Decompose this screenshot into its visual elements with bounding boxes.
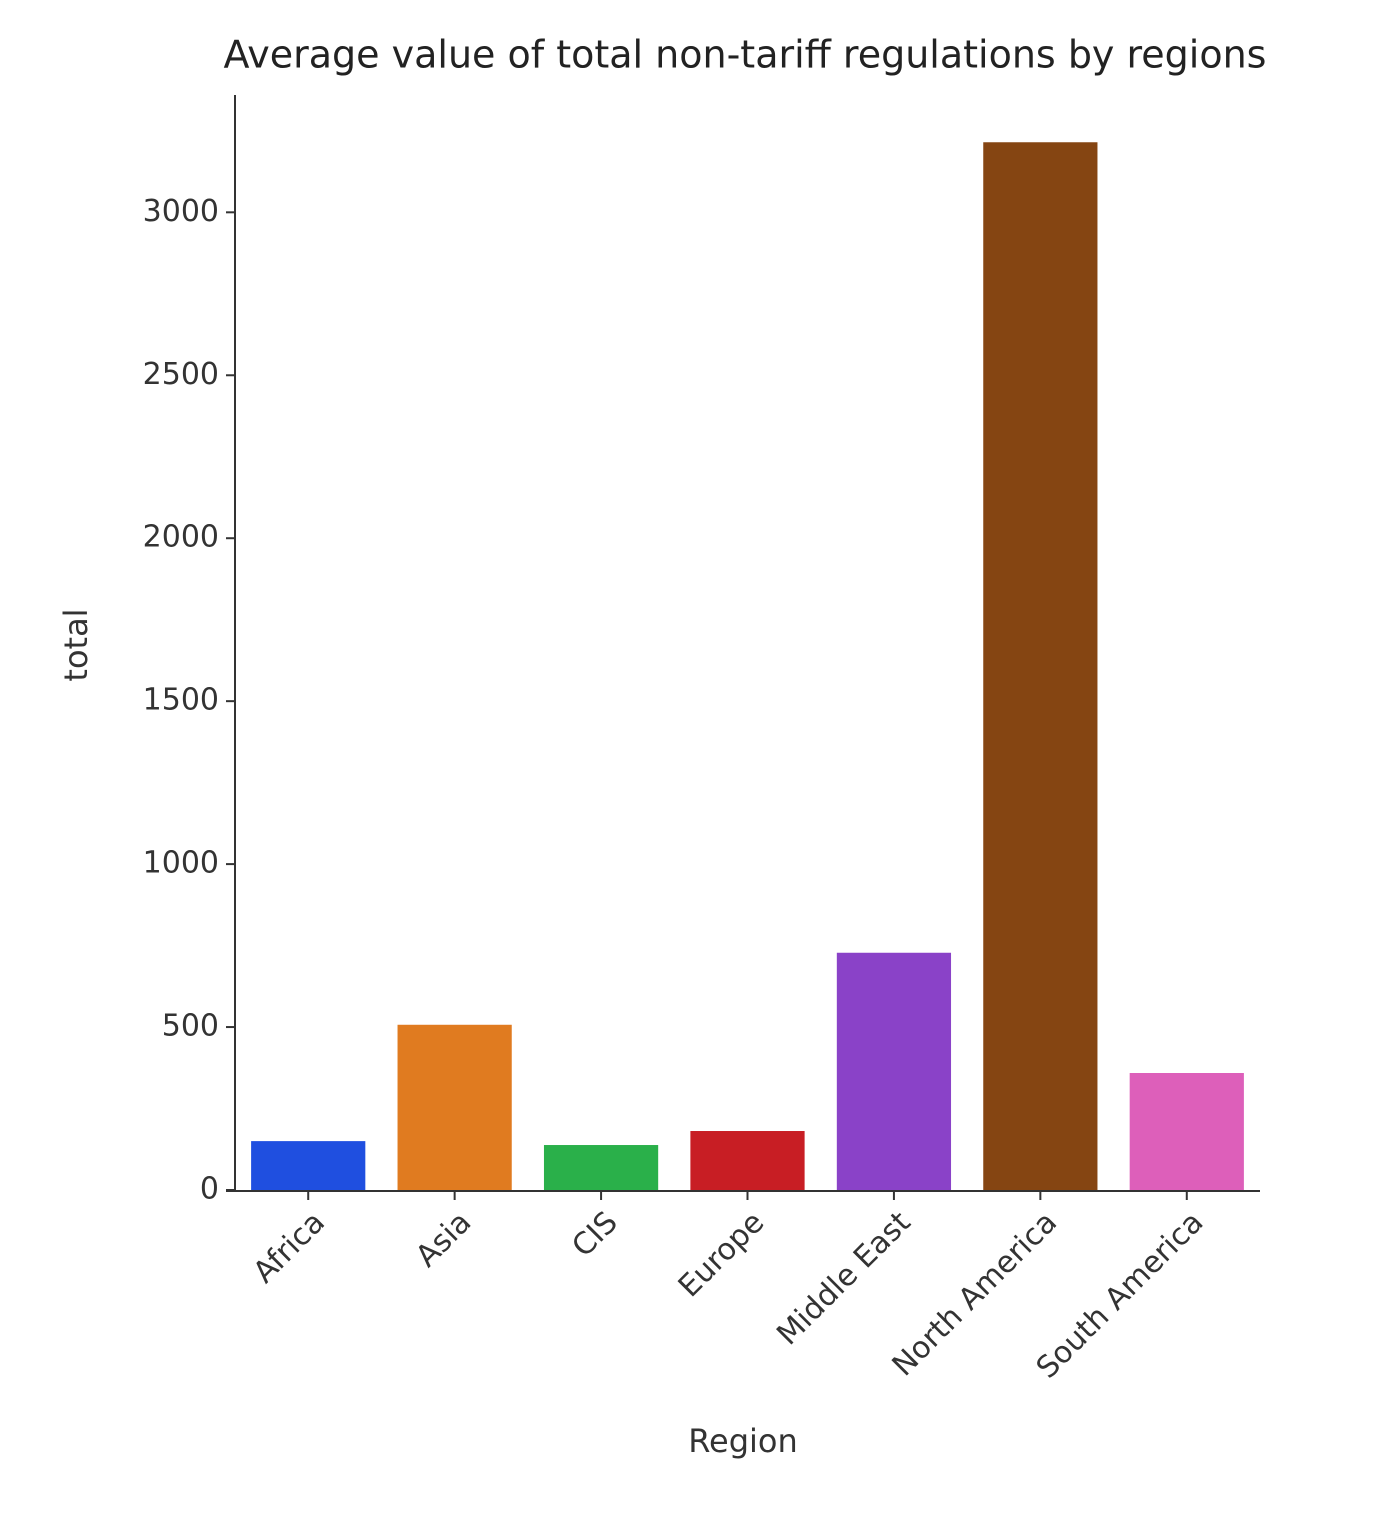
- y-axis-label: total: [57, 608, 95, 681]
- x-tick-label: Europe: [672, 1205, 771, 1304]
- y-tick-label: 0: [200, 1172, 219, 1207]
- y-tick-label: 2000: [143, 520, 219, 555]
- x-tick-label: Asia: [409, 1205, 478, 1274]
- y-tick-label: 2500: [143, 357, 219, 392]
- x-tick-label: CIS: [565, 1205, 624, 1264]
- bar: [397, 1024, 512, 1190]
- bar: [690, 1131, 805, 1190]
- bar: [1129, 1073, 1244, 1190]
- bar: [983, 142, 1098, 1190]
- bar: [251, 1141, 366, 1190]
- x-tick-label: Africa: [247, 1205, 332, 1290]
- x-axis-label: Region: [688, 1422, 798, 1460]
- bar: [836, 952, 952, 1190]
- x-tick-label: Middle East: [770, 1205, 918, 1353]
- y-tick-label: 1500: [143, 683, 219, 718]
- bar: [543, 1145, 659, 1190]
- chart-title: Average value of total non-tariff regula…: [224, 33, 1267, 77]
- y-tick-label: 1000: [143, 846, 219, 881]
- y-tick-label: 3000: [143, 194, 219, 229]
- y-tick-label: 500: [162, 1009, 219, 1044]
